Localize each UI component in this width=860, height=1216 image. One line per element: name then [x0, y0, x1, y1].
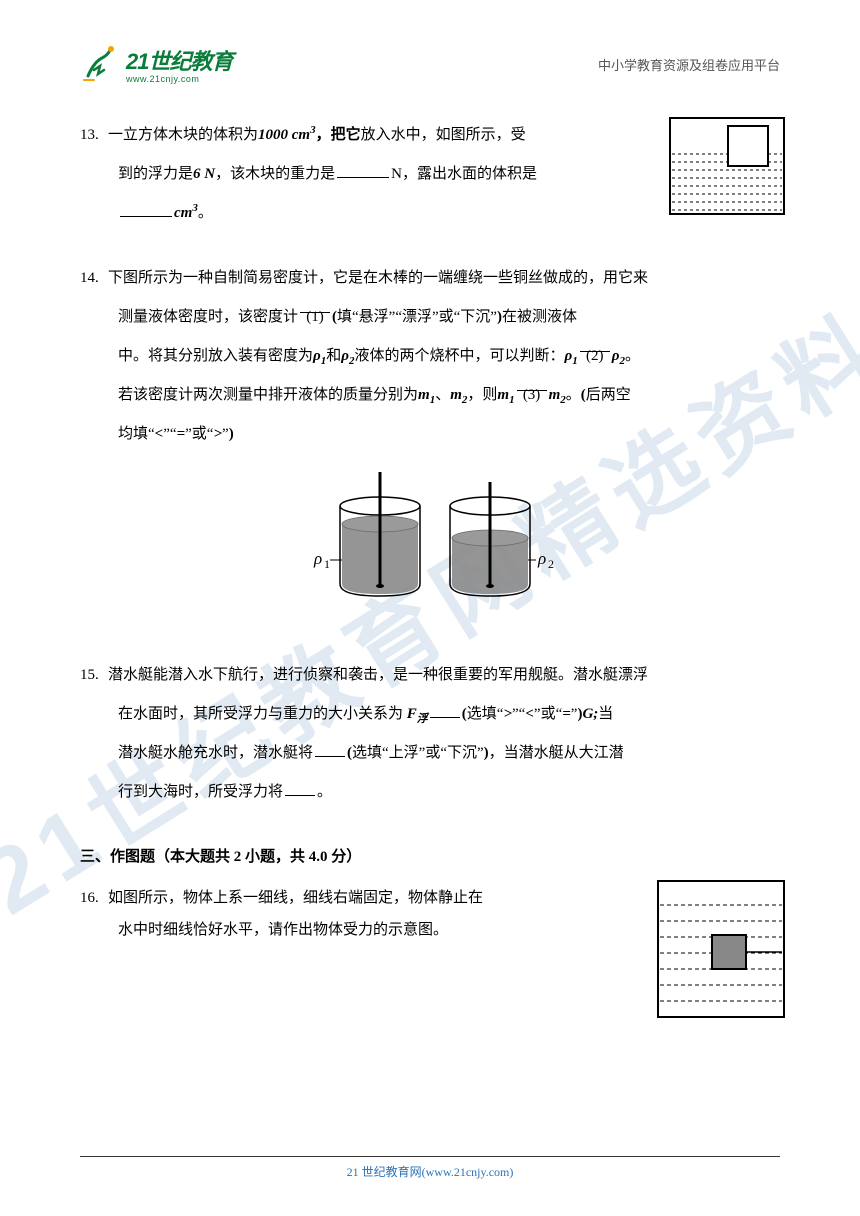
q14-l3a: 中。将其分别放入装有密度为: [118, 348, 313, 364]
q14-l4a: 若该密度计两次测量中排开液体的质量分别为: [118, 387, 418, 403]
section-3-title: 三、作图题（本大题共 2 小题，共 4.0 分）: [80, 838, 780, 877]
question-16: 16.如图所示，物体上系一细线，细线右端固定，物体静止在 水中时细线恰好水平，请…: [80, 883, 780, 946]
q15-blank2: [315, 742, 345, 757]
q13-l2a: 到的浮力是: [118, 166, 193, 182]
q14-blank1: (1): [300, 298, 330, 313]
q14-l2b: 填“悬浮”“漂浮”或“下沉”: [337, 309, 497, 325]
q13-blank1: [337, 163, 389, 178]
q14-l3b: 和: [326, 348, 341, 364]
q14-number: 14.: [80, 259, 108, 298]
q14-l3c: 液体的两个烧杯中，可以判断：: [355, 348, 565, 364]
q13-unit: cm3: [174, 205, 198, 221]
q14-l1: 下图所示为一种自制简易密度计，它是在木棒的一端缠绕一些铜丝做成的，用它来: [108, 270, 648, 286]
q13-number: 13.: [80, 116, 108, 155]
header-right-text: 中小学教育资源及组卷应用平台: [598, 55, 780, 74]
logo-main-text: 21世纪教育: [126, 44, 232, 76]
q14-blank2: (2): [580, 337, 610, 352]
q13-l1c: 放入水中，如图所示，受: [361, 127, 526, 143]
q13-vol: 1000 cm3: [258, 127, 316, 143]
q13-force: 6 N: [193, 166, 215, 182]
content-body: 13.一立方体木块的体积为1000 cm3，把它放入水中，如图所示，受 到的浮力…: [80, 116, 780, 946]
figure-q16: [656, 879, 786, 1035]
q14-l2c: 在被测液体: [502, 309, 577, 325]
question-13: 13.一立方体木块的体积为1000 cm3，把它放入水中，如图所示，受 到的浮力…: [80, 116, 780, 233]
q13-l1b: ，把它: [316, 127, 361, 143]
q14-l2a: 测量液体密度时，该密度计: [118, 309, 298, 325]
site-logo: 21世纪教育 www.21cnjy.com: [80, 44, 232, 84]
svg-text:ρ: ρ: [313, 549, 322, 568]
page-header: 21世纪教育 www.21cnjy.com 中小学教育资源及组卷应用平台: [80, 40, 780, 88]
svg-text:1: 1: [324, 557, 330, 571]
q16-l2: 水中时细线恰好水平，请作出物体受力的示意图。: [80, 915, 630, 947]
q13-blank2: [120, 202, 172, 217]
q16-l1: 如图所示，物体上系一细线，细线右端固定，物体静止在: [108, 890, 483, 906]
q14-blank3: (3): [517, 376, 547, 391]
q16-number: 16.: [80, 883, 108, 915]
q15-blank3: [285, 781, 315, 796]
footer-text: 21 世纪教育网(www.21cnjy.com): [347, 1165, 514, 1179]
q15-number: 15.: [80, 656, 108, 695]
q13-l2c: N，露出水面的体积是: [391, 166, 537, 182]
svg-text:ρ: ρ: [537, 549, 546, 568]
svg-text:2: 2: [548, 557, 554, 571]
q13-l1a: 一立方体木块的体积为: [108, 127, 258, 143]
question-14: 14.下图所示为一种自制简易密度计，它是在木棒的一端缠绕一些铜丝做成的，用它来 …: [80, 259, 780, 630]
q13-l2b: ，该木块的重力是: [215, 166, 335, 182]
q13-end: 。: [198, 205, 213, 221]
figure-q13: [668, 116, 786, 232]
figure-q14-beakers: ρ 1 ρ 2: [80, 464, 780, 630]
q15-l1: 潜水艇能潜入水下航行，进行侦察和袭击，是一种很重要的军用舰艇。潜水艇漂浮: [108, 667, 648, 683]
q15-blank1: [430, 703, 460, 718]
question-15: 15.潜水艇能潜入水下航行，进行侦察和袭击，是一种很重要的军用舰艇。潜水艇漂浮 …: [80, 656, 780, 812]
page-footer: 21 世纪教育网(www.21cnjy.com): [0, 1156, 860, 1180]
runner-icon: [80, 44, 120, 84]
logo-sub-text: www.21cnjy.com: [126, 74, 232, 84]
